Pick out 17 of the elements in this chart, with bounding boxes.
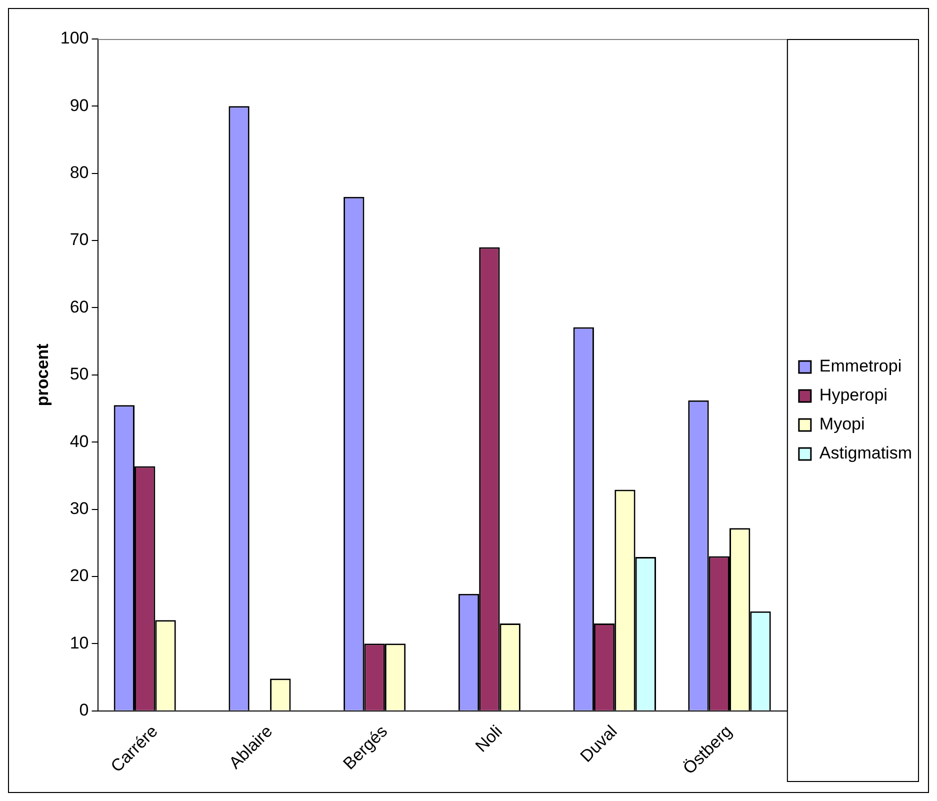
y-tick-label: 90 xyxy=(70,96,89,115)
legend-label: Emmetropi xyxy=(819,356,902,376)
legend-label: Astigmatism xyxy=(819,444,912,463)
y-tick-label: 80 xyxy=(70,163,89,182)
y-tick-label: 40 xyxy=(70,432,89,451)
x-tick-label: Noli xyxy=(472,722,506,756)
y-tick-label: 70 xyxy=(70,230,89,250)
y-tick-label: 50 xyxy=(70,364,89,384)
y-tick-label: 100 xyxy=(60,28,89,48)
y-tick-label: 0 xyxy=(79,700,89,720)
legend-label: Myopi xyxy=(819,414,865,434)
y-axis-title: procent xyxy=(32,343,52,406)
y-tick-label: 10 xyxy=(70,633,89,652)
y-tick-label: 20 xyxy=(70,566,89,586)
legend-label: Hyperopi xyxy=(819,386,888,405)
y-tick-label: 30 xyxy=(70,498,89,518)
y-tick-label: 60 xyxy=(70,297,89,316)
